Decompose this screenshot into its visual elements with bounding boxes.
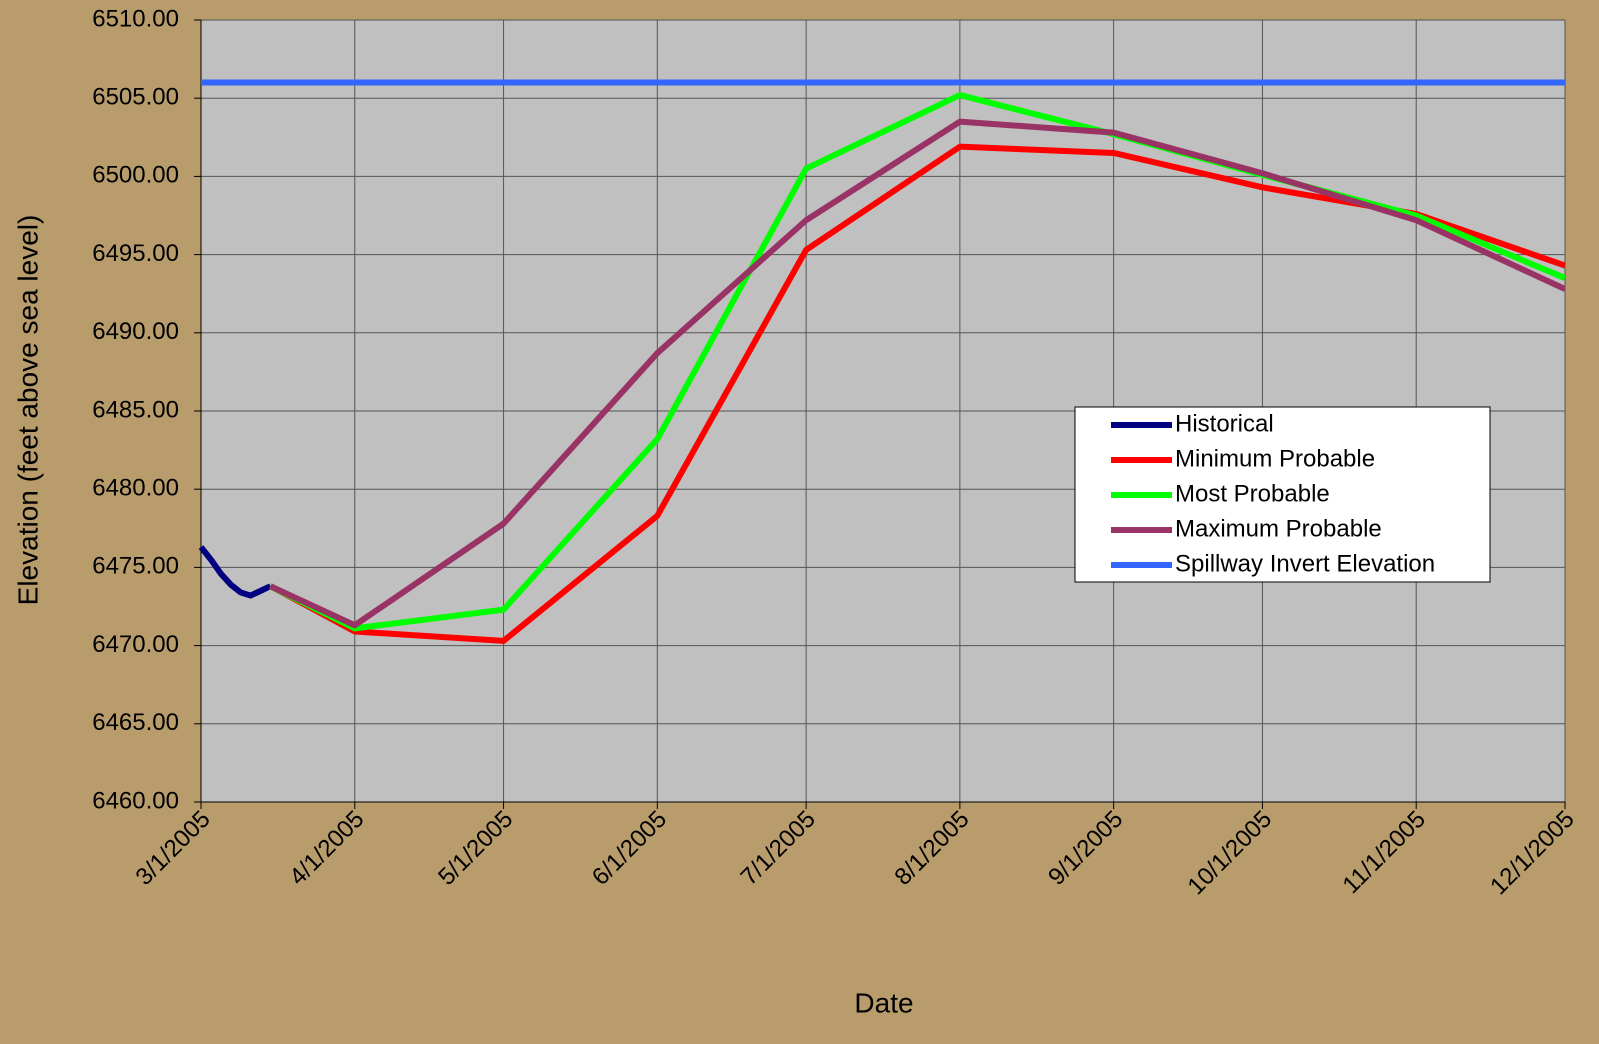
x-tick-label: 11/1/2005 <box>1338 806 1431 899</box>
series-line <box>269 118 1565 629</box>
y-tick-label: 6475.00 <box>92 553 179 580</box>
legend-label: Maximum Probable <box>1175 515 1382 542</box>
y-tick-label: 6480.00 <box>92 475 179 502</box>
y-tick-label: 6465.00 <box>92 709 179 736</box>
y-tick-label: 6510.00 <box>92 5 179 32</box>
series-line <box>198 545 272 599</box>
y-tick-label: 6470.00 <box>92 631 179 658</box>
legend-label: Most Probable <box>1175 480 1330 507</box>
x-tick-label: 7/1/2005 <box>736 806 821 891</box>
y-tick-label: 6460.00 <box>92 787 179 814</box>
x-axis-label: Date <box>854 987 913 1018</box>
series-line <box>269 143 1565 644</box>
legend-label: Minimum Probable <box>1175 445 1375 472</box>
y-tick-label: 6490.00 <box>92 318 179 345</box>
x-tick-label: 3/1/2005 <box>131 806 216 891</box>
legend-label: Historical <box>1175 410 1274 437</box>
x-tick-label: 6/1/2005 <box>587 806 672 891</box>
x-tick-label: 9/1/2005 <box>1043 806 1128 891</box>
x-tick-label: 4/1/2005 <box>284 806 369 891</box>
y-tick-label: 6485.00 <box>92 396 179 423</box>
x-tick-label: 12/1/2005 <box>1485 806 1580 901</box>
y-axis-label: Elevation (feet above sea level) <box>12 215 43 606</box>
legend-label: Spillway Invert Elevation <box>1175 550 1435 577</box>
x-tick-label: 10/1/2005 <box>1183 806 1278 901</box>
y-tick-label: 6500.00 <box>92 162 179 189</box>
y-tick-label: 6505.00 <box>92 84 179 111</box>
x-tick-label: 8/1/2005 <box>889 806 974 891</box>
x-tick-label: 5/1/2005 <box>433 806 518 891</box>
y-tick-label: 6495.00 <box>92 240 179 267</box>
